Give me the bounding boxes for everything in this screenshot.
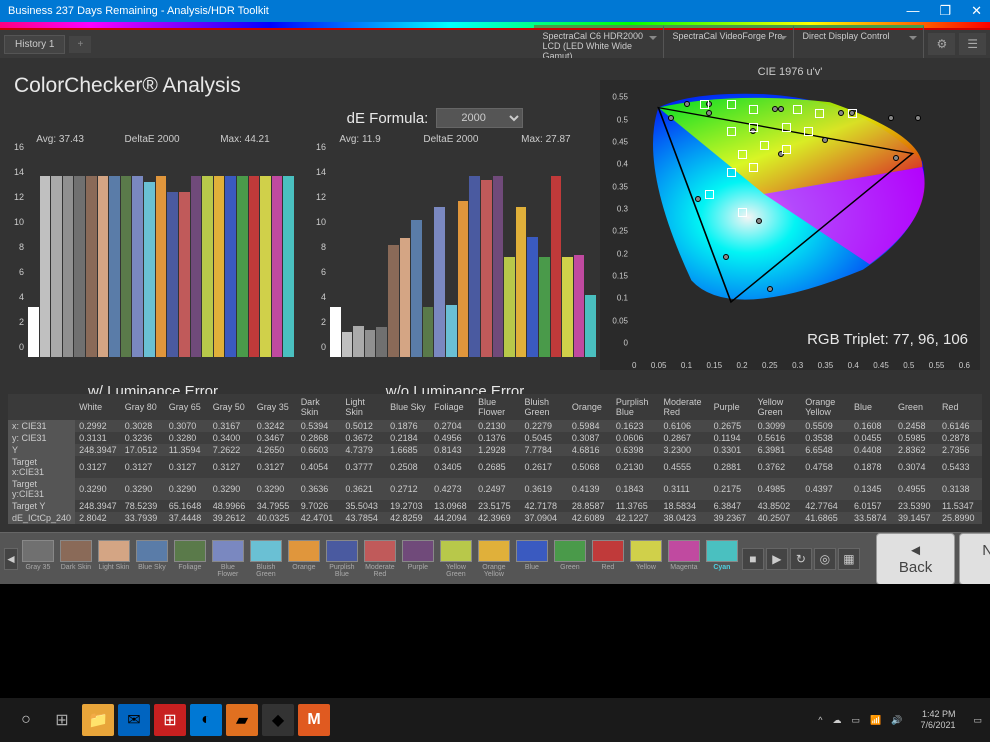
- swatch-red[interactable]: Red: [590, 540, 626, 578]
- grid-button[interactable]: ▦: [838, 548, 860, 570]
- data-table: WhiteGray 80Gray 65Gray 50Gray 35Dark Sk…: [8, 394, 982, 524]
- swatch-light-skin[interactable]: Light Skin: [96, 540, 132, 578]
- chart1-mid: DeltaE 2000: [125, 134, 180, 145]
- swatch-orange[interactable]: Orange: [286, 540, 322, 578]
- app-icon-2[interactable]: ▰: [226, 704, 258, 736]
- loop-button[interactable]: ↻: [790, 548, 812, 570]
- swatch-blue-flower[interactable]: Blue Flower: [210, 540, 246, 578]
- settings-button[interactable]: ⚙: [928, 33, 955, 55]
- chart2-avg: Avg: 11.9: [339, 134, 380, 145]
- app-icon-4[interactable]: M: [298, 704, 330, 736]
- swatch-strip: ◄ Gray 35Dark SkinLight SkinBlue SkyFoli…: [0, 532, 990, 584]
- stop-button[interactable]: ■: [742, 548, 764, 570]
- formula-label: dE Formula:: [347, 110, 429, 127]
- tray-monitor-icon[interactable]: ▭: [851, 715, 860, 726]
- mail-icon[interactable]: ✉: [118, 704, 150, 736]
- tray-cloud-icon[interactable]: ☁: [832, 715, 841, 726]
- chart2-mid: DeltaE 2000: [423, 134, 478, 145]
- system-tray[interactable]: ^ ☁ ▭ 📶 🔊 1:42 PM 7/6/2021 ▭: [818, 709, 982, 731]
- swatch-blue-sky[interactable]: Blue Sky: [134, 540, 170, 578]
- task-view-icon[interactable]: ⊞: [46, 704, 78, 736]
- notifications-icon[interactable]: ▭: [973, 715, 982, 726]
- swatch-green[interactable]: Green: [552, 540, 588, 578]
- target-button[interactable]: ◎: [814, 548, 836, 570]
- close-button[interactable]: ✕: [971, 3, 982, 19]
- tray-wifi-icon[interactable]: 📶: [870, 715, 881, 726]
- play-button[interactable]: ▶: [766, 548, 788, 570]
- swatch-scroll-left[interactable]: ◄: [4, 548, 18, 570]
- taskbar[interactable]: ○ ⊞ 📁 ✉ ⊞ ◐ ▰ ◆ M ^ ☁ ▭ 📶 🔊 1:42 PM 7/6/…: [0, 698, 990, 742]
- next-button[interactable]: Next ►: [959, 533, 990, 585]
- search-icon[interactable]: ○: [10, 704, 42, 736]
- history-tab[interactable]: History 1: [4, 35, 65, 54]
- back-button[interactable]: ◄ Back: [876, 533, 955, 585]
- swatch-orange-yellow[interactable]: Orange Yellow: [476, 540, 512, 578]
- tray-chevron-icon[interactable]: ^: [818, 715, 822, 725]
- explorer-icon[interactable]: 📁: [82, 704, 114, 736]
- swatch-purple[interactable]: Purple: [400, 540, 436, 578]
- tray-sound-icon[interactable]: 🔊: [891, 715, 902, 726]
- formula-select[interactable]: 2000: [436, 108, 523, 128]
- cie-title: CIE 1976 u'v': [600, 66, 980, 78]
- cie-panel: CIE 1976 u'v' RGB Triplet: [600, 66, 980, 390]
- chart2-max: Max: 27.87: [521, 134, 570, 145]
- swatch-moderate-red[interactable]: Moderate Red: [362, 540, 398, 578]
- taskbar-date: 7/6/2021: [920, 720, 955, 731]
- swatch-yellow-green[interactable]: Yellow Green: [438, 540, 474, 578]
- rgb-triplet: RGB Triplet: 77, 96, 106: [807, 331, 968, 348]
- titlebar: Business 237 Days Remaining - Analysis/H…: [0, 0, 990, 22]
- chart-luminance-error: Avg: 37.43 DeltaE 2000 Max: 44.21 024681…: [8, 132, 298, 410]
- toolbar: History 1 + SpectraCal C6 HDR2000LCD (LE…: [0, 30, 990, 58]
- chart1-avg: Avg: 37.43: [36, 134, 84, 145]
- swatch-yellow[interactable]: Yellow: [628, 540, 664, 578]
- swatch-dark-skin[interactable]: Dark Skin: [58, 540, 94, 578]
- swatch-bluish-green[interactable]: Bluish Green: [248, 540, 284, 578]
- swatch-purplish-blue[interactable]: Purplish Blue: [324, 540, 360, 578]
- chart-wo-luminance-error: Avg: 11.9 DeltaE 2000 Max: 27.87 0246810…: [310, 132, 600, 410]
- menu-button[interactable]: ☰: [959, 33, 986, 55]
- swatch-magenta[interactable]: Magenta: [666, 540, 702, 578]
- swatch-blue[interactable]: Blue: [514, 540, 550, 578]
- chart1-max: Max: 44.21: [220, 134, 269, 145]
- minimize-button[interactable]: —: [906, 3, 919, 19]
- add-tab-button[interactable]: +: [69, 36, 91, 53]
- taskbar-time: 1:42 PM: [920, 709, 955, 720]
- swatch-foliage[interactable]: Foliage: [172, 540, 208, 578]
- maximize-button[interactable]: ❐: [939, 3, 951, 19]
- edge-icon[interactable]: ◐: [190, 704, 222, 736]
- titlebar-text: Business 237 Days Remaining - Analysis/H…: [8, 5, 269, 17]
- app-icon-1[interactable]: ⊞: [154, 704, 186, 736]
- swatch-gray-35[interactable]: Gray 35: [20, 540, 56, 578]
- swatch-cyan[interactable]: Cyan: [704, 540, 740, 578]
- app-icon-3[interactable]: ◆: [262, 704, 294, 736]
